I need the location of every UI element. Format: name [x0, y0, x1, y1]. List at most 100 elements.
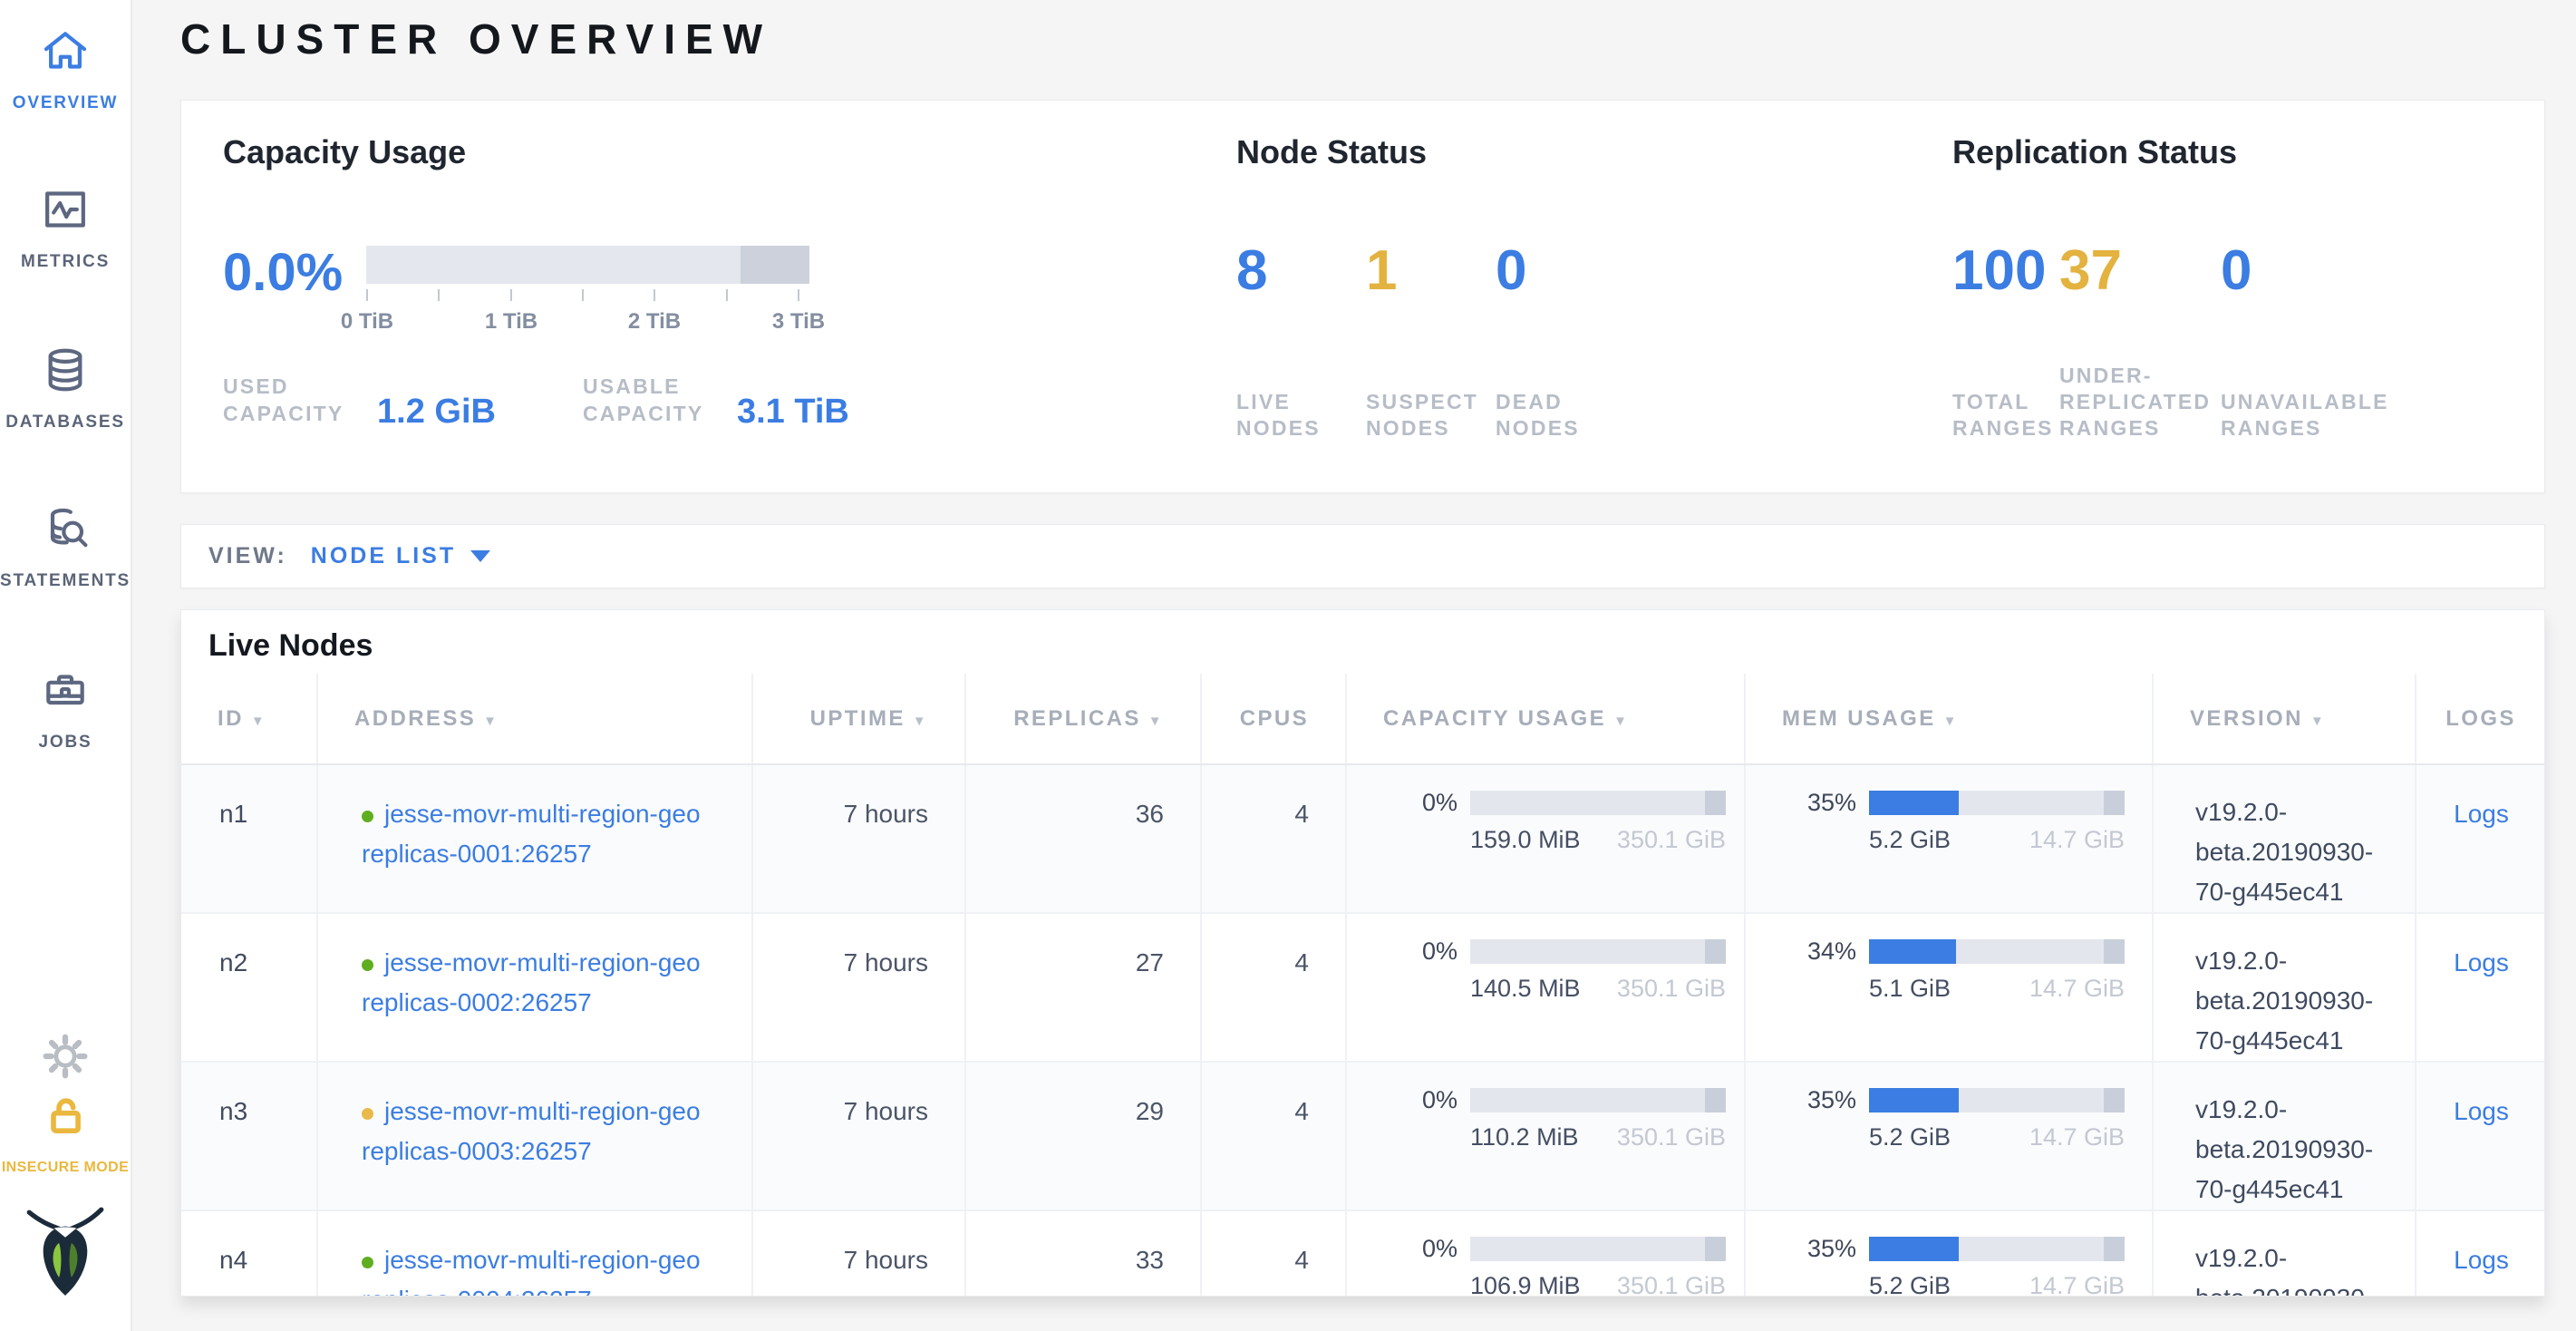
capacity-bar [1470, 791, 1726, 815]
node-logs: Logs [2416, 1210, 2544, 1296]
node-id: n2 [181, 913, 318, 1063]
unavailable-ranges-stat: 0 UNAVAILABLE RANGES [2221, 242, 2438, 442]
view-selector-bar: VIEW: NODE LIST [180, 524, 2545, 588]
table-row: n1 jesse-movr-multi-region-geo replicas-0… [181, 764, 2544, 914]
node-capacity-usage: 0% 159.0 MiB 350.1 GiB [1346, 764, 1746, 914]
dead-nodes-stat: 0 DEAD NODES [1496, 242, 1677, 442]
replication-status-title: Replication Status [1952, 133, 2238, 170]
used-capacity-label: USED CAPACITY [223, 374, 344, 425]
col-header-cpus[interactable]: CPUS▼ [1201, 674, 1347, 765]
logs-link[interactable]: Logs [2454, 948, 2509, 976]
node-status-dot [362, 959, 373, 971]
node-id: n1 [181, 764, 318, 914]
node-capacity-usage: 0% 110.2 MiB 350.1 GiB [1346, 1062, 1746, 1211]
node-uptime: 7 hours [752, 913, 966, 1063]
sidebar: OVERVIEW METRICS DATABASES STATEMENTS JO… [0, 0, 132, 1331]
node-uptime: 7 hours [752, 1210, 966, 1296]
node-version: v19.2.0-beta.20190930-70-g445ec41 [2153, 1210, 2416, 1296]
insecure-mode-indicator: INSECURE MODE [0, 1093, 131, 1176]
sidebar-item-label: DATABASES [5, 413, 125, 432]
node-address-link[interactable]: jesse-movr-multi-region-geo replicas-0002… [362, 948, 701, 1016]
sort-icon: ▼ [912, 713, 928, 729]
sort-icon: ▼ [483, 713, 499, 729]
axis-tick-label: 0 TiB [340, 309, 394, 334]
node-cpus: 4 [1201, 764, 1347, 914]
memory-bar [1869, 1088, 2125, 1112]
chevron-down-icon[interactable] [470, 550, 491, 562]
usable-capacity-value: 3.1 TiB [736, 393, 849, 431]
node-status-stats: 8 LIVE NODES 1 SUSPECT NODES 0 DEAD NODE… [1236, 242, 1677, 442]
usable-capacity-stat: USABLE CAPACITY 3.1 TiB [582, 373, 849, 431]
usable-capacity-label: USABLE CAPACITY [582, 374, 704, 425]
table-row: n4 jesse-movr-multi-region-georeplicas-0… [181, 1210, 2544, 1296]
page-title: CLUSTER OVERVIEW [180, 15, 773, 63]
gear-icon [39, 1030, 92, 1087]
unavailable-ranges-label: UNAVAILABLE RANGES [2221, 390, 2389, 440]
col-header-id[interactable]: ID ▼ [181, 674, 318, 765]
used-capacity-stat: USED CAPACITY 1.2 GiB [223, 373, 496, 429]
cluster-summary-card: Capacity Usage 0.0% 0 TiB 1 TiB 2 TiB 3 … [180, 100, 2545, 493]
col-header-mem-usage[interactable]: MEM USAGE ▼ [1745, 674, 2154, 765]
node-address-link[interactable]: jesse-movr-multi-region-georeplicas-0004… [362, 1246, 701, 1296]
node-address: jesse-movr-multi-region-geo replicas-0001… [317, 764, 753, 914]
under-replicated-ranges-value: 37 [2059, 239, 2122, 302]
settings-gear[interactable] [0, 1030, 131, 1087]
node-version: v19.2.0-beta.20190930-70-g445ec41 [2153, 764, 2416, 914]
insecure-mode-label: INSECURE MODE [1, 1160, 130, 1175]
logs-link[interactable]: Logs [2454, 1246, 2509, 1274]
node-cpus: 4 [1201, 1210, 1347, 1296]
node-cpus: 4 [1201, 913, 1347, 1063]
sort-icon: ▼ [1942, 713, 1959, 729]
sidebar-item-label: STATEMENTS [0, 571, 131, 590]
total-ranges-value: 100 [1952, 239, 2047, 302]
node-address: jesse-movr-multi-region-geo replicas-0003… [317, 1062, 753, 1211]
capacity-bar [1470, 1088, 1726, 1112]
node-status-dot [362, 1257, 373, 1268]
node-mem-usage: 35% 5.2 GiB 14.7 GiB [1745, 1210, 2154, 1296]
node-replicas: 33 [965, 1210, 1202, 1296]
node-address: jesse-movr-multi-region-georeplicas-0004… [317, 1210, 753, 1296]
col-header-uptime[interactable]: UPTIME ▼ [752, 674, 966, 765]
live-nodes-value: 8 [1236, 239, 1268, 302]
sidebar-item-label: JOBS [38, 733, 92, 752]
col-header-address[interactable]: ADDRESS ▼ [317, 674, 753, 765]
live-nodes-title: Live Nodes [208, 628, 373, 663]
sidebar-item-overview[interactable]: OVERVIEW [0, 25, 131, 113]
sidebar-item-databases[interactable]: DATABASES [0, 345, 131, 432]
axis-tick-label: 1 TiB [484, 309, 538, 334]
sort-icon: ▼ [250, 713, 267, 729]
node-logs: Logs [2416, 764, 2544, 914]
sidebar-item-statements[interactable]: STATEMENTS [0, 503, 131, 591]
capacity-usage-title: Capacity Usage [223, 133, 467, 170]
node-status-dot [362, 1108, 373, 1120]
node-uptime: 7 hours [752, 764, 966, 914]
node-mem-usage: 35% 5.2 GiB 14.7 GiB [1745, 764, 2154, 914]
sidebar-item-metrics[interactable]: METRICS [0, 184, 131, 272]
node-address-link[interactable]: jesse-movr-multi-region-geo replicas-0001… [362, 800, 701, 868]
open-lock-icon [42, 1093, 89, 1145]
node-capacity-usage: 0% 106.9 MiB 350.1 GiB [1346, 1210, 1746, 1296]
col-header-version[interactable]: VERSION ▼ [2153, 674, 2416, 765]
node-address-link[interactable]: jesse-movr-multi-region-geo replicas-0003… [362, 1097, 701, 1165]
node-uptime: 7 hours [752, 1062, 966, 1211]
logs-link[interactable]: Logs [2454, 1097, 2509, 1125]
table-header-row: ID▼ ADDRESS▼ UPTIME▼ REPLICAS▼ CPUS▼ CAP… [181, 674, 2544, 765]
memory-bar [1869, 939, 2125, 964]
sidebar-item-jobs[interactable]: JOBS [0, 665, 131, 753]
live-nodes-table: ID▼ ADDRESS▼ UPTIME▼ REPLICAS▼ CPUS▼ CAP… [181, 674, 2544, 1296]
live-nodes-card: Live Nodes ID ▼ ADDRESS ▼ UPTIME ▼ REPLICAS… [180, 609, 2545, 1297]
cockroachdb-logo[interactable] [0, 1204, 131, 1298]
view-dropdown[interactable]: NODE LIST [310, 543, 457, 568]
statements-icon [40, 503, 91, 559]
col-header-capacity-usage[interactable]: CAPACITY USAGE ▼ [1346, 674, 1746, 765]
unavailable-ranges-value: 0 [2221, 239, 2252, 302]
table-row: n2 jesse-movr-multi-region-geo replicas-0… [181, 913, 2544, 1063]
node-capacity-usage: 0% 140.5 MiB 350.1 GiB [1346, 913, 1746, 1063]
suspect-nodes-stat: 1 SUSPECT NODES [1366, 242, 1496, 442]
col-header-replicas[interactable]: REPLICAS ▼ [965, 674, 1202, 765]
node-version: v19.2.0-beta.20190930-70-g445ec41 [2153, 1062, 2416, 1211]
logs-link[interactable]: Logs [2454, 800, 2509, 828]
node-mem-usage: 35% 5.2 GiB 14.7 GiB [1745, 1062, 2154, 1211]
col-header-logs[interactable]: LOGS▼ [2416, 674, 2544, 765]
node-replicas: 36 [965, 764, 1202, 914]
